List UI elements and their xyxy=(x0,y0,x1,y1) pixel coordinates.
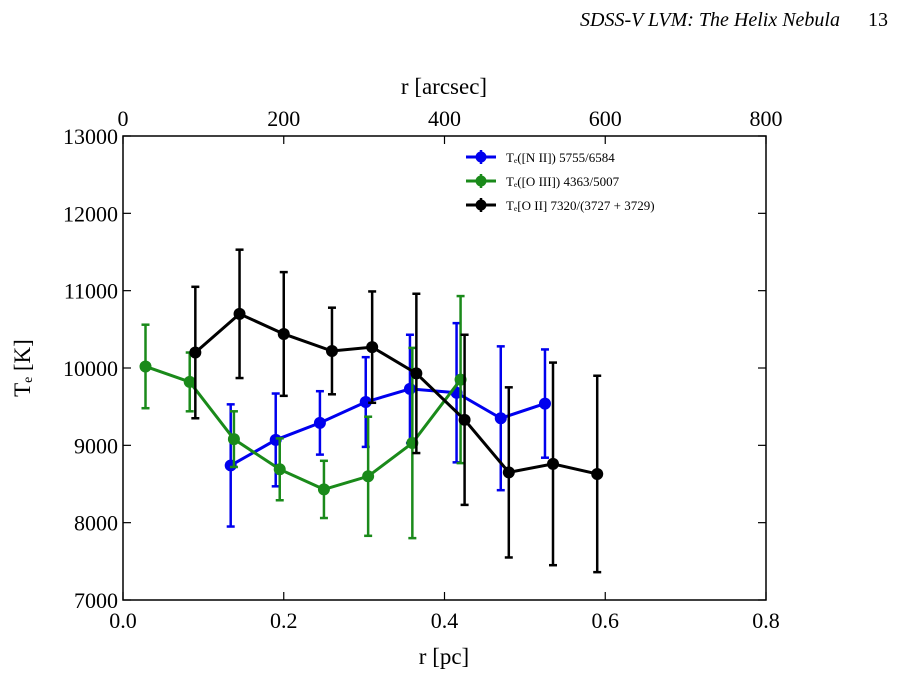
data-point xyxy=(494,412,507,425)
x-axis-label: r [pc] xyxy=(419,644,469,669)
legend-marker xyxy=(475,199,487,211)
x2-tick-label: 0 xyxy=(118,106,129,131)
y-tick-label: 12000 xyxy=(63,201,118,226)
data-point xyxy=(359,396,372,409)
page-number: 13 xyxy=(868,9,888,31)
y-tick-label: 10000 xyxy=(63,356,118,381)
y-tick-label: 7000 xyxy=(74,588,118,613)
data-point xyxy=(183,375,196,388)
series-line xyxy=(194,312,598,476)
x2-tick-label: 600 xyxy=(589,106,622,131)
data-point xyxy=(410,367,423,380)
data-point xyxy=(227,433,240,446)
data-point xyxy=(362,470,375,483)
x-tick-label: 0.4 xyxy=(431,608,459,633)
data-point xyxy=(403,382,416,395)
series-line xyxy=(145,365,462,492)
data-point xyxy=(139,360,152,373)
legend-label: Tₑ([N II]) 5755/6584 xyxy=(506,150,615,165)
series-line xyxy=(229,387,546,467)
x-tick-label: 0.6 xyxy=(592,608,620,633)
legend-label: Tₑ[O II] 7320/(3727 + 3729) xyxy=(506,198,655,213)
data-point xyxy=(189,346,202,359)
x-tick-label: 0.8 xyxy=(752,608,780,633)
x2-tick-label: 400 xyxy=(428,106,461,131)
data-point xyxy=(547,457,560,470)
y-tick-label: 9000 xyxy=(74,433,118,458)
legend-marker xyxy=(475,175,487,187)
legend-marker xyxy=(475,151,487,163)
y-tick-label: 13000 xyxy=(63,124,118,149)
x2-tick-label: 200 xyxy=(267,106,300,131)
data-point xyxy=(317,483,330,496)
data-point xyxy=(233,307,246,320)
data-point xyxy=(538,397,551,410)
plot-frame xyxy=(122,135,767,601)
data-point xyxy=(458,413,471,426)
data-point xyxy=(313,416,326,429)
x2-axis-label: r [arcsec] xyxy=(401,74,487,99)
data-point xyxy=(502,466,515,479)
y-tick-label: 11000 xyxy=(64,279,118,304)
data-point xyxy=(591,467,604,480)
data-point xyxy=(273,463,286,476)
x2-tick-label: 800 xyxy=(750,106,783,131)
running-header: SDSS-V LVM: The Helix Nebula xyxy=(580,9,840,31)
legend-label: Tₑ([O III]) 4363/5007 xyxy=(506,174,620,189)
data-point xyxy=(325,344,338,357)
y-axis-label: Tₑ [K] xyxy=(10,339,35,397)
data-point xyxy=(277,327,290,340)
data-point xyxy=(366,341,379,354)
x-tick-label: 0.0 xyxy=(109,608,137,633)
y-tick-label: 8000 xyxy=(74,511,118,536)
x-tick-label: 0.2 xyxy=(270,608,298,633)
